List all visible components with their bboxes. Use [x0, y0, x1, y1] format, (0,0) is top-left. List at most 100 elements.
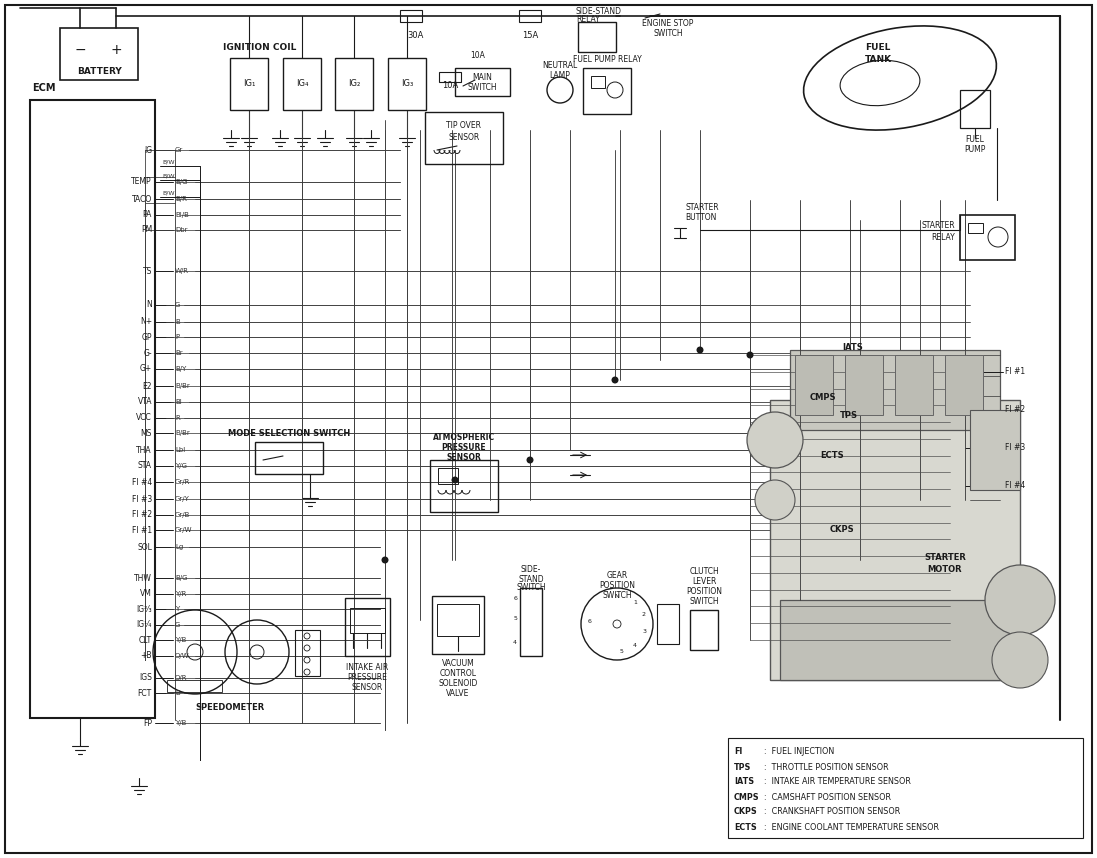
Text: STARTER: STARTER	[685, 203, 719, 213]
Bar	[895, 355, 934, 415]
Text: :  ENGINE COOLANT TEMPERATURE SENSOR: : ENGINE COOLANT TEMPERATURE SENSOR	[764, 823, 939, 831]
Text: CKPS: CKPS	[830, 525, 855, 535]
Text: +B: +B	[140, 651, 152, 660]
Text: Gr: Gr	[176, 148, 183, 153]
Bar	[780, 600, 1010, 680]
Text: TEMP: TEMP	[132, 178, 152, 186]
Text: O/W: O/W	[176, 653, 190, 658]
Text: 5: 5	[620, 649, 624, 654]
Text: G+: G+	[139, 365, 152, 373]
Text: −: −	[75, 43, 86, 57]
Text: FP: FP	[143, 719, 152, 728]
Text: CMPS: CMPS	[734, 793, 759, 801]
Text: POSITION: POSITION	[599, 582, 635, 590]
Text: BUTTON: BUTTON	[685, 214, 716, 222]
Text: PRESSURE: PRESSURE	[347, 674, 387, 682]
Text: Y/R: Y/R	[176, 591, 186, 596]
Text: RELAY: RELAY	[576, 15, 600, 25]
Bar	[350, 608, 385, 633]
Bar	[970, 410, 1020, 490]
Text: ECM: ECM	[32, 83, 56, 93]
Text: :  THROTTLE POSITION SENSOR: : THROTTLE POSITION SENSOR	[764, 763, 889, 771]
Text: 3: 3	[642, 629, 646, 634]
Bar	[968, 223, 983, 233]
Text: B/G: B/G	[176, 179, 188, 184]
Bar	[519, 10, 541, 22]
Text: FUEL: FUEL	[965, 136, 984, 144]
Text: SWITCH: SWITCH	[689, 597, 719, 607]
Circle shape	[746, 352, 754, 359]
Bar	[437, 604, 479, 636]
Text: FI #3: FI #3	[132, 495, 152, 504]
Text: TS: TS	[143, 267, 152, 275]
Text: B/W: B/W	[162, 190, 174, 196]
Text: 30A: 30A	[407, 32, 423, 40]
Text: FI #3: FI #3	[1005, 444, 1026, 452]
Text: FI #2: FI #2	[132, 511, 152, 519]
Text: Gr/W: Gr/W	[176, 528, 192, 533]
Bar	[657, 604, 679, 644]
Circle shape	[992, 632, 1048, 688]
Bar	[255, 442, 323, 474]
Text: IGNITION COIL: IGNITION COIL	[224, 44, 296, 52]
Text: THA: THA	[136, 446, 152, 455]
Text: SWITCH: SWITCH	[602, 591, 632, 601]
Text: O/R: O/R	[176, 675, 188, 680]
Text: SENSOR: SENSOR	[446, 454, 482, 462]
Text: IATS: IATS	[842, 343, 862, 353]
Text: FI #1: FI #1	[132, 526, 152, 535]
Text: ENGINE STOP: ENGINE STOP	[643, 20, 693, 28]
Text: B/Br: B/Br	[176, 384, 190, 389]
Text: FI: FI	[734, 747, 743, 757]
Text: FCT: FCT	[138, 689, 152, 698]
Text: B/R: B/R	[176, 196, 186, 202]
Text: MS: MS	[140, 429, 152, 438]
Text: FI #4: FI #4	[1005, 481, 1026, 491]
Text: PM: PM	[140, 226, 152, 234]
Text: 10A: 10A	[471, 51, 486, 59]
Text: Bl/B: Bl/B	[176, 212, 189, 217]
Text: SENSOR: SENSOR	[351, 684, 383, 692]
Text: IGS: IGS	[139, 674, 152, 682]
Text: ECTS: ECTS	[819, 450, 844, 460]
Text: LAMP: LAMP	[550, 71, 570, 81]
Text: 4: 4	[513, 641, 517, 645]
Text: G: G	[176, 622, 180, 627]
Text: 1: 1	[633, 600, 637, 605]
Text: Bl: Bl	[176, 399, 182, 404]
Text: INTAKE AIR: INTAKE AIR	[346, 663, 388, 673]
Text: :  CAMSHAFT POSITION SENSOR: : CAMSHAFT POSITION SENSOR	[764, 793, 891, 801]
Text: SWITCH: SWITCH	[653, 29, 682, 39]
Text: NEUTRAL: NEUTRAL	[542, 62, 578, 70]
Text: SOL: SOL	[137, 543, 152, 552]
Text: 6: 6	[587, 619, 591, 624]
Text: Y: Y	[176, 607, 179, 612]
Text: CMPS: CMPS	[810, 394, 837, 402]
Bar	[455, 68, 510, 96]
Bar	[283, 58, 321, 110]
Text: P: P	[176, 335, 179, 340]
Text: MAIN: MAIN	[472, 74, 491, 82]
Text: Y/G: Y/G	[176, 463, 186, 468]
Text: N: N	[614, 594, 620, 599]
Bar	[400, 10, 422, 22]
Text: Dbr: Dbr	[176, 227, 188, 233]
Text: VACUUM: VACUUM	[442, 660, 474, 668]
Bar	[591, 76, 606, 88]
Text: B: B	[176, 691, 180, 696]
Circle shape	[697, 347, 703, 353]
Text: 4: 4	[633, 643, 637, 648]
Bar	[578, 22, 617, 52]
Text: Gr/R: Gr/R	[176, 480, 191, 485]
Circle shape	[382, 557, 388, 564]
Bar	[60, 28, 138, 80]
Text: :  FUEL INJECTION: : FUEL INJECTION	[764, 747, 834, 757]
Text: BATTERY: BATTERY	[77, 68, 122, 76]
Text: Gr/Y: Gr/Y	[176, 497, 190, 502]
Text: FI #2: FI #2	[1005, 406, 1025, 414]
Text: Gr/B: Gr/B	[176, 512, 191, 517]
Text: IATS: IATS	[734, 777, 754, 787]
Text: FUEL PUMP RELAY: FUEL PUMP RELAY	[573, 56, 642, 64]
Text: VM: VM	[140, 589, 152, 598]
Text: R: R	[176, 415, 180, 420]
